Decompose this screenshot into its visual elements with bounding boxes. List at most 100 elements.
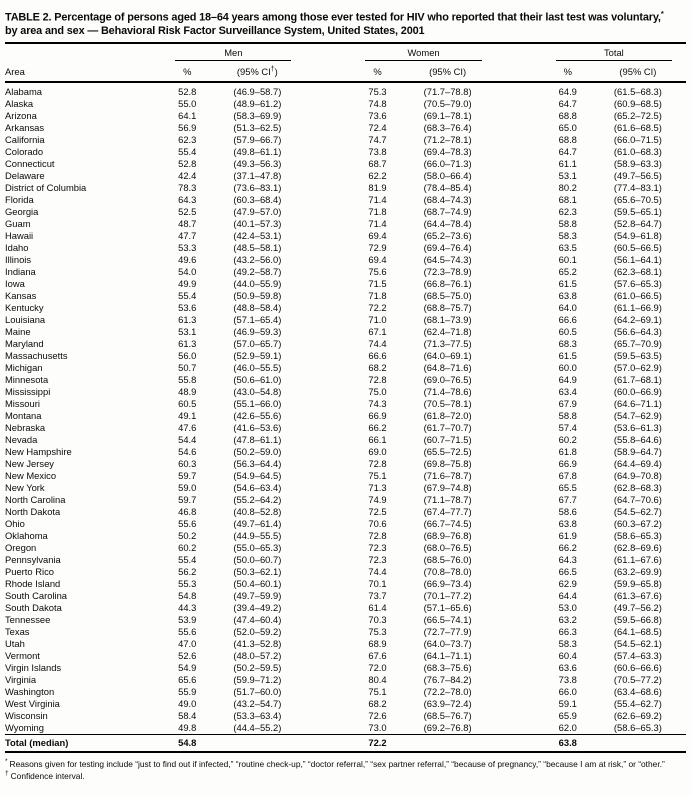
table-row: Alaska 55.0 (48.9–61.2) 74.8 (70.5–79.0) 64.7…: [5, 98, 686, 110]
ci-cell: (68.4–74.3): [423, 193, 472, 205]
area-cell: Maryland: [5, 337, 44, 349]
percent-cell: 80.2: [558, 181, 577, 193]
area-cell: Rhode Island: [5, 577, 61, 589]
percent-cell: 75.1: [368, 469, 387, 481]
table-row: Alabama 52.8 (46.9–58.7) 75.3 (71.7–78.8) 64.…: [5, 82, 686, 98]
ci-cell: (65.7–70.9): [613, 337, 662, 349]
table-row: Kansas 55.4 (50.9–59.8) 71.8 (68.5–75.0) 63.8…: [5, 290, 686, 302]
percent-cell: 60.0: [558, 361, 577, 373]
spacer-cell: [496, 338, 546, 350]
ci-cell: (46.0–55.5): [233, 361, 282, 373]
table-row: Michigan 50.7 (46.0–55.5) 68.2 (64.8–71.6) 60…: [5, 362, 686, 374]
ci-cell: (65.2–73.6): [423, 229, 472, 241]
spacer-cell: [305, 650, 355, 662]
percent-cell: 59.7: [178, 493, 197, 505]
area-cell: New Jersey: [5, 457, 54, 469]
ci-cell: (59.9–71.2): [233, 673, 282, 685]
ci-cell: (61.8–72.0): [423, 409, 472, 421]
footnote-confidence-interval: † Confidence interval.: [5, 769, 686, 781]
ci-cell: (54.9–64.5): [233, 469, 282, 481]
total-ci-header: (95% CI): [589, 60, 686, 83]
total-men-percent-cell: 54.8: [165, 733, 210, 753]
percent-cell: 55.6: [178, 517, 197, 529]
spacer-cell: [496, 602, 546, 614]
ci-cell: (64.8–71.6): [423, 361, 472, 373]
percent-cell: 55.4: [178, 289, 197, 301]
percent-cell: 65.0: [558, 121, 577, 133]
spacer-cell: [496, 638, 546, 650]
table-row: Virgin Islands 54.9 (50.2–59.5) 72.0 (68.3–7…: [5, 662, 686, 674]
percent-cell: 49.8: [178, 721, 197, 733]
percent-cell: 58.3: [558, 637, 577, 649]
spacer-cell: [496, 302, 546, 314]
area-cell: Maine: [5, 325, 31, 337]
ci-cell: (70.1–77.2): [423, 589, 472, 601]
percent-cell: 71.4: [368, 193, 387, 205]
ci-cell: (69.4–76.4): [423, 241, 472, 253]
percent-cell: 60.2: [558, 433, 577, 445]
ci-cell: (64.4–78.4): [423, 217, 472, 229]
table-row: Washington 55.9 (51.7–60.0) 75.1 (72.2–78.0)…: [5, 686, 686, 698]
percent-cell: 71.0: [368, 313, 387, 325]
area-cell: Michigan: [5, 361, 43, 373]
spacer-cell: [496, 230, 546, 242]
area-cell: Virginia: [5, 673, 37, 685]
percent-cell: 62.9: [558, 577, 577, 589]
percent-cell: 62.3: [178, 133, 197, 145]
ci-cell: (50.3–62.1): [233, 565, 282, 577]
percent-cell: 55.4: [178, 553, 197, 565]
spacer-cell: [305, 338, 355, 350]
ci-cell: (66.9–73.4): [423, 577, 472, 589]
percent-cell: 61.3: [178, 337, 197, 349]
table-row: Connecticut 52.8 (49.3–56.3) 68.7 (66.0–71.3…: [5, 158, 686, 170]
area-cell: Missouri: [5, 397, 40, 409]
table-row: Nevada 54.4 (47.8–61.1) 66.1 (60.7–71.5) 60.2…: [5, 434, 686, 446]
table-row: District of Columbia 78.3 (73.6–83.1) 81.9 (…: [5, 182, 686, 194]
percent-cell: 48.7: [178, 217, 197, 229]
spacer-cell: [305, 518, 355, 530]
percent-cell: 61.4: [368, 601, 387, 613]
spacer-cell: [305, 434, 355, 446]
spacer-cell: [496, 134, 546, 146]
table-row: North Dakota 46.8 (40.8–52.8) 72.5 (67.4–77.…: [5, 506, 686, 518]
spacer-cell: [305, 446, 355, 458]
ci-cell: (70.8–78.0): [423, 565, 472, 577]
percent-cell: 72.8: [368, 529, 387, 541]
ci-cell: (59.5–65.1): [613, 205, 662, 217]
column-group-women: Women: [355, 43, 495, 61]
area-cell: Kansas: [5, 289, 37, 301]
ci-cell: (66.7–74.5): [423, 517, 472, 529]
ci-cell: (55.8–64.6): [613, 433, 662, 445]
table-row: California 62.3 (57.9–66.7) 74.7 (71.2–78.1)…: [5, 134, 686, 146]
ci-cell: (54.5–62.1): [613, 637, 662, 649]
area-cell: Guam: [5, 217, 31, 229]
percent-cell: 53.0: [558, 601, 577, 613]
header-gap: [495, 60, 546, 83]
ci-cell: (63.9–72.4): [423, 697, 472, 709]
ci-cell: (43.0–54.8): [233, 385, 282, 397]
percent-cell: 78.3: [178, 181, 197, 193]
table-row: West Virginia 49.0 (43.2–54.7) 68.2 (63.9–72…: [5, 698, 686, 710]
ci-cell: (47.9–57.0): [233, 205, 282, 217]
ci-cell: (44.4–55.2): [233, 721, 282, 733]
spacer-cell: [496, 422, 546, 434]
spacer-cell: [305, 674, 355, 686]
ci-cell: (62.6–69.2): [613, 709, 662, 721]
column-group-men: Men: [165, 43, 305, 61]
area-cell: West Virginia: [5, 697, 60, 709]
men-ci-header: (95% CI†): [209, 60, 306, 83]
spacer-cell: [496, 146, 546, 158]
spacer-cell: [496, 374, 546, 386]
ci-cell: (64.4–69.4): [613, 457, 662, 469]
percent-cell: 52.6: [178, 649, 197, 661]
percent-cell: 54.0: [178, 265, 197, 277]
table-row: Wyoming 49.8 (44.4–55.2) 73.0 (69.2–76.8) 62.…: [5, 722, 686, 735]
percent-cell: 53.9: [178, 613, 197, 625]
ci-cell: (59.5–66.8): [613, 613, 662, 625]
ci-cell: (64.6–71.1): [613, 397, 662, 409]
percent-cell: 56.0: [178, 349, 197, 361]
ci-cell: (72.2–78.0): [423, 685, 472, 697]
footnote-star-marker: *: [5, 757, 8, 765]
ci-cell: (68.9–76.8): [423, 529, 472, 541]
ci-cell: (52.0–59.2): [233, 625, 282, 637]
